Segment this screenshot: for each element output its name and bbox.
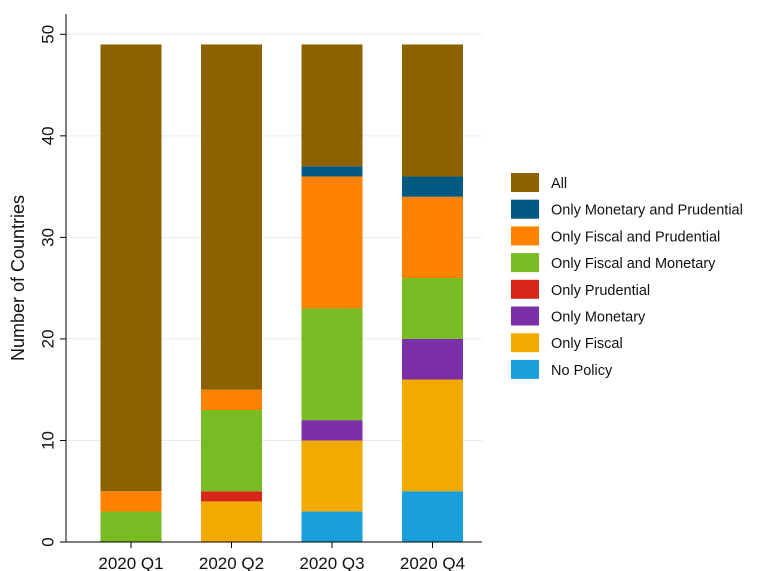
- bar-segment: [402, 176, 463, 197]
- bar-segment: [402, 491, 463, 542]
- bar-segment: [100, 511, 162, 542]
- legend-label: Only Monetary: [551, 310, 646, 326]
- bar-segment: [201, 491, 262, 502]
- y-tick-label: 10: [39, 431, 58, 450]
- bar-segment: [100, 44, 162, 492]
- legend-swatch: [511, 279, 539, 299]
- legend-label: Only Prudential: [551, 283, 650, 299]
- bar-segment: [402, 379, 463, 492]
- y-tick-label: 30: [39, 228, 58, 247]
- legend-swatch: [511, 226, 539, 246]
- legend-label: No Policy: [551, 363, 613, 379]
- x-tick-label: 2020 Q1: [98, 554, 163, 571]
- bar-segment: [301, 308, 363, 421]
- x-tick-label: 2020 Q3: [299, 554, 364, 571]
- legend-label: Only Fiscal and Prudential: [551, 229, 720, 245]
- y-tick-label: 50: [39, 25, 58, 44]
- legend-label: Only Fiscal: [551, 336, 623, 352]
- axes: [65, 14, 482, 543]
- legend-label: Only Fiscal and Monetary: [551, 256, 716, 272]
- legend-label: Only Monetary and Prudential: [551, 203, 743, 219]
- bar-segment: [301, 44, 363, 167]
- x-tick-labels: 2020 Q1 2020 Q2 2020 Q3 2020 Q4: [98, 542, 465, 571]
- x-tick-label: 2020 Q2: [199, 554, 264, 571]
- y-tick-label: 0: [39, 537, 58, 546]
- bar-segment: [201, 44, 262, 390]
- legend-swatch: [511, 253, 539, 273]
- bar-segment: [301, 420, 363, 441]
- bar-segment: [100, 491, 162, 512]
- x-tick-label: 2020 Q4: [400, 554, 465, 571]
- y-axis-title: Number of Countries: [8, 195, 28, 361]
- bar-segment: [201, 389, 262, 410]
- bar-segment: [301, 511, 363, 542]
- legend: All Only Monetary and Prudential Only Fisc…: [511, 173, 743, 379]
- legend-swatch: [511, 173, 539, 192]
- bars: [100, 44, 463, 542]
- legend-swatch: [511, 306, 539, 326]
- bar-segment: [201, 501, 262, 542]
- bar-segment: [402, 196, 463, 278]
- legend-swatch: [511, 199, 539, 219]
- bar-segment: [301, 176, 363, 309]
- bar-segment: [402, 44, 463, 177]
- y-tick-label: 40: [39, 126, 58, 145]
- legend-swatch: [511, 333, 539, 353]
- legend-label: All: [551, 176, 567, 192]
- bar-segment: [201, 410, 262, 492]
- y-tick-labels: 0 10 20 30 40 50: [39, 25, 66, 547]
- bar-segment: [402, 338, 463, 380]
- bar-segment: [402, 278, 463, 339]
- legend-swatch: [511, 359, 539, 379]
- y-tick-label: 20: [39, 329, 58, 348]
- bar-segment: [301, 166, 363, 177]
- bar-segment: [301, 440, 363, 512]
